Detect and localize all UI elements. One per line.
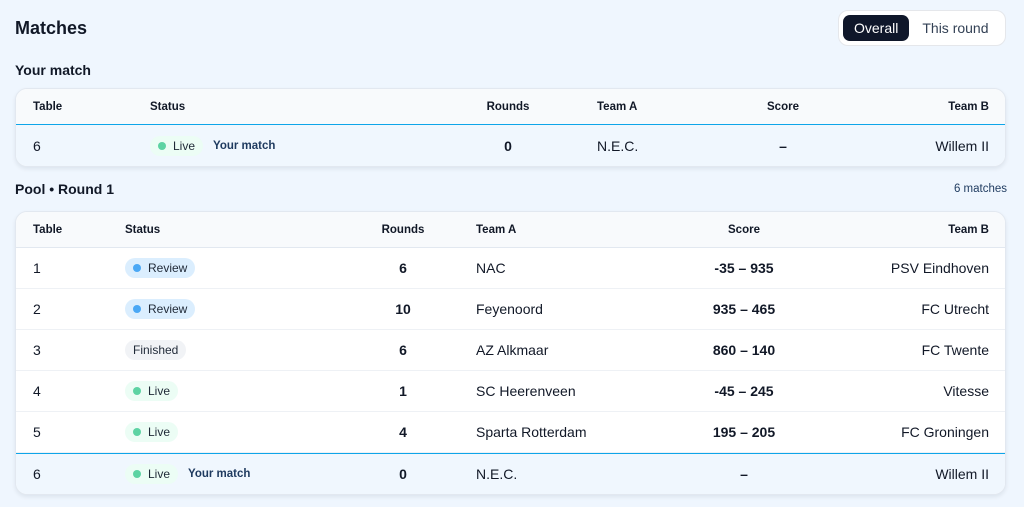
cell-status: Live Your match xyxy=(150,125,275,166)
review-dot-icon xyxy=(133,264,141,272)
header-status: Status xyxy=(125,223,161,236)
header-score: Score xyxy=(767,100,799,113)
status-badge: Live xyxy=(125,381,179,401)
live-dot-icon xyxy=(133,470,141,478)
cell-table: 6 xyxy=(33,466,41,482)
status-label: Finished xyxy=(133,343,179,357)
status-label: Review xyxy=(148,261,188,275)
table-row[interactable]: 1 Review 6 NAC -35 – 935 PSV Eindhoven xyxy=(16,248,1005,289)
cell-table: 5 xyxy=(33,424,41,440)
cell-team-a: NAC xyxy=(476,260,506,276)
pool-heading: Pool • Round 1 xyxy=(15,181,115,197)
overall-toggle-button[interactable]: Overall xyxy=(843,15,910,41)
cell-status: Finished xyxy=(125,330,187,370)
cell-table: 2 xyxy=(33,301,41,317)
cell-table: 1 xyxy=(33,260,41,276)
table-row[interactable]: 5 Live 4 Sparta Rotterdam 195 – 205 FC G… xyxy=(16,412,1005,453)
cell-team-a: N.E.C. xyxy=(476,466,518,482)
cell-score: 860 – 140 xyxy=(712,342,776,358)
cell-score: – xyxy=(779,137,787,154)
this-round-toggle-button[interactable]: This round xyxy=(922,20,989,36)
cell-score: 935 – 465 xyxy=(712,301,776,317)
header-table: Table xyxy=(33,223,63,236)
cell-score: -35 – 935 xyxy=(714,260,774,276)
header-team-b: Team B xyxy=(948,100,989,113)
status-badge: Live xyxy=(150,135,204,156)
status-badge: Review xyxy=(125,258,196,278)
table-header: Table Status Rounds Team A Score Team B xyxy=(16,212,1005,248)
status-label: Live xyxy=(148,425,171,439)
cell-team-b: Willem II xyxy=(935,466,989,482)
status-label: Review xyxy=(148,302,188,316)
your-match-heading: Your match xyxy=(15,62,91,78)
review-dot-icon xyxy=(133,305,141,313)
status-badge: Finished xyxy=(125,340,187,360)
table-row[interactable]: 2 Review 10 Feyenoord 935 – 465 FC Utrec… xyxy=(16,289,1005,330)
table-header: Table Status Rounds Team A Score Team B xyxy=(16,89,1005,125)
your-match-tag: Your match xyxy=(213,139,276,152)
cell-table: 6 xyxy=(33,137,41,154)
view-toggle: Overall This round xyxy=(838,10,1006,46)
match-count: 6 matches xyxy=(953,183,1007,195)
cell-status: Review xyxy=(125,289,196,329)
cell-rounds: 10 xyxy=(395,301,411,317)
table-row[interactable]: 3 Finished 6 AZ Alkmaar 860 – 140 FC Twe… xyxy=(16,330,1005,371)
cell-team-b: Vitesse xyxy=(943,383,989,399)
cell-table: 3 xyxy=(33,342,41,358)
status-label: Live xyxy=(173,138,196,153)
live-dot-icon xyxy=(133,428,141,436)
cell-rounds: 6 xyxy=(399,260,407,276)
header-rounds: Rounds xyxy=(486,100,530,113)
status-badge: Live xyxy=(125,464,179,484)
cell-status: Live xyxy=(125,371,179,411)
status-label: Live xyxy=(148,384,171,398)
cell-status: Review xyxy=(125,248,196,288)
cell-team-b: FC Twente xyxy=(921,342,989,358)
header-score: Score xyxy=(728,223,760,236)
header-team-a: Team A xyxy=(476,223,517,236)
cell-status: Live Your match xyxy=(125,454,250,494)
cell-score: -45 – 245 xyxy=(714,383,774,399)
cell-team-b: PSV Eindhoven xyxy=(890,260,989,276)
cell-rounds: 0 xyxy=(399,466,407,482)
status-label: Live xyxy=(148,467,171,481)
live-dot-icon xyxy=(133,387,141,395)
cell-rounds: 1 xyxy=(399,383,407,399)
status-badge: Review xyxy=(125,299,196,319)
cell-team-a: SC Heerenveen xyxy=(476,383,576,399)
header-rounds: Rounds xyxy=(381,223,425,236)
pool-table: Table Status Rounds Team A Score Team B … xyxy=(15,211,1006,495)
cell-team-b: FC Groningen xyxy=(901,424,989,440)
page-title: Matches xyxy=(15,18,88,38)
cell-team-a: N.E.C. xyxy=(597,137,639,154)
cell-team-b: Willem II xyxy=(935,137,989,154)
header-status: Status xyxy=(150,100,186,113)
cell-table: 4 xyxy=(33,383,41,399)
table-row[interactable]: 6 Live Your match 0 N.E.C. – Willem II xyxy=(16,453,1005,494)
cell-team-a: AZ Alkmaar xyxy=(476,342,549,358)
cell-score: – xyxy=(740,466,748,482)
live-dot-icon xyxy=(158,141,166,150)
your-match-tag: Your match xyxy=(188,468,251,480)
header-team-a: Team A xyxy=(597,100,638,113)
cell-rounds: 4 xyxy=(399,424,407,440)
status-badge: Live xyxy=(125,422,179,442)
table-row[interactable]: 6 Live Your match 0 N.E.C. – Willem II xyxy=(16,125,1005,166)
cell-status: Live xyxy=(125,412,179,452)
cell-score: 195 – 205 xyxy=(712,424,776,440)
header-table: Table xyxy=(33,100,63,113)
table-row[interactable]: 4 Live 1 SC Heerenveen -45 – 245 Vitesse xyxy=(16,371,1005,412)
cell-team-a: Sparta Rotterdam xyxy=(476,424,587,440)
cell-team-b: FC Utrecht xyxy=(921,301,989,317)
header-team-b: Team B xyxy=(948,223,989,236)
your-match-table: Table Status Rounds Team A Score Team B … xyxy=(15,88,1006,167)
cell-rounds: 6 xyxy=(399,342,407,358)
cell-team-a: Feyenoord xyxy=(476,301,543,317)
cell-rounds: 0 xyxy=(504,137,512,154)
